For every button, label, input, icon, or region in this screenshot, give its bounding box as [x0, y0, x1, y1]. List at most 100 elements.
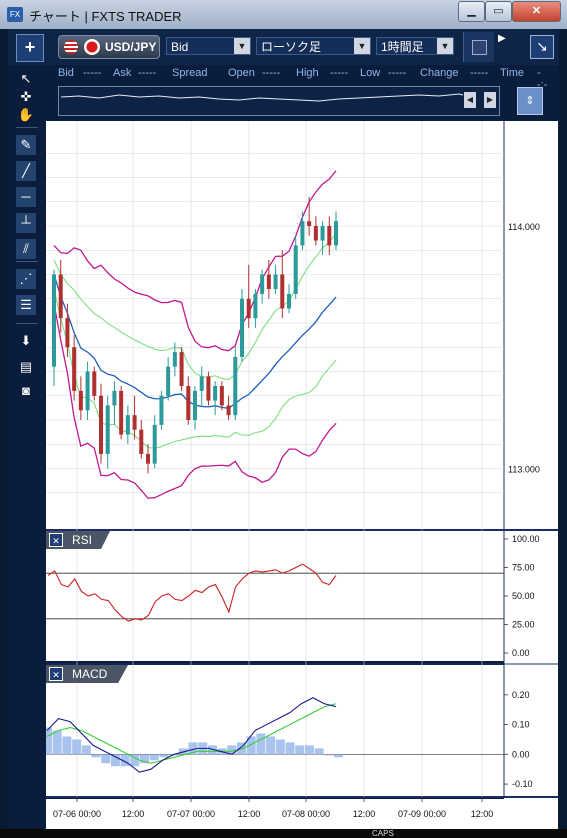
candle-body	[334, 221, 338, 246]
maximize-button[interactable]: ▭	[485, 1, 512, 22]
timeframe-value: 1時間足	[381, 40, 424, 54]
xaxis-bg	[46, 799, 504, 829]
macd-histogram-bar	[246, 736, 256, 755]
chart-type-select[interactable]: ローソク足 ▼	[256, 37, 371, 55]
overview-line	[60, 93, 464, 102]
macd-histogram-bar	[275, 739, 285, 755]
yaxis-bg	[504, 121, 558, 829]
pointer-icon[interactable]: ↖	[20, 71, 32, 86]
rsi-pane-bg	[46, 531, 504, 661]
macd-histogram-bar	[43, 727, 52, 755]
macd-histogram-bar	[178, 748, 188, 755]
window-title: チャート | FXTS TRADER	[29, 9, 182, 24]
candle-body	[72, 347, 77, 391]
macd-histogram-bar	[81, 745, 91, 755]
macd-histogram-bar	[159, 754, 169, 758]
fan-icon[interactable]: ⋰	[16, 269, 36, 289]
expand-button[interactable]: ↘	[530, 35, 554, 59]
candle-body	[280, 274, 285, 309]
candle-body	[152, 424, 157, 464]
horizontal-line-icon[interactable]: ─	[16, 187, 36, 207]
macd-pane-bg	[46, 665, 504, 797]
candle-body	[172, 352, 177, 367]
rsi-line	[47, 563, 337, 622]
close-button[interactable]: ✕	[512, 1, 561, 22]
x-tick-label: 12:00	[353, 809, 376, 819]
candle-body	[92, 371, 97, 396]
macd-tick-label: 0.20	[512, 690, 530, 700]
candle-body	[266, 274, 271, 290]
macd-histogram-bar	[149, 754, 159, 761]
candle-body	[219, 386, 224, 406]
candle-body	[119, 390, 124, 435]
channel-icon[interactable]: ⫽	[16, 239, 36, 259]
candle-body	[226, 405, 231, 416]
slider-right-button[interactable]: ▶	[484, 92, 496, 108]
rsi-close-button[interactable]: ✕	[49, 533, 63, 547]
vertical-line-icon[interactable]: ┴	[16, 213, 36, 233]
symbol-selector[interactable]: USD/JPY	[58, 35, 160, 59]
macd-histogram-bar	[91, 754, 101, 758]
fibonacci-icon[interactable]: ☰	[16, 295, 36, 315]
slider-left-button[interactable]: ◀	[464, 92, 476, 108]
overview-slider[interactable]: ◀ ▶	[58, 86, 500, 116]
download-icon[interactable]: ⬇	[20, 333, 32, 348]
bollinger-upper-2sigma	[53, 170, 337, 352]
candle-body	[320, 226, 325, 241]
chevron-down-icon: ▼	[354, 38, 370, 54]
macd-histogram-bar	[101, 754, 111, 764]
crosshair-pointer-icon[interactable]: ✜	[20, 89, 32, 104]
status-bar: CAPS	[0, 829, 567, 838]
x-tick-label: 12:00	[238, 809, 261, 819]
x-tick-label: 07-08 00:00	[282, 809, 330, 819]
chart-area[interactable]: 113.000 114.000 100.00 75.00 50.00 25.00 0.00 0…	[43, 121, 558, 829]
toolbar-divider	[16, 323, 38, 324]
x-tick-label: 07-09 00:00	[398, 809, 446, 819]
scale-toggle-button[interactable]: ⇕	[517, 87, 543, 115]
toolbar-next-button[interactable]: ▶	[498, 33, 506, 44]
add-chart-button[interactable]: +	[16, 34, 44, 62]
quote-row: Bid ----- Ask ----- Spread Open ----- Hi…	[50, 67, 547, 103]
list-icon[interactable]: ▤	[19, 359, 33, 374]
candle-body	[193, 390, 197, 420]
macd-line	[46, 697, 337, 773]
candle-body	[186, 386, 191, 420]
macd-close-button[interactable]: ✕	[49, 667, 63, 681]
candle-body	[307, 221, 312, 226]
main-pane-bg	[46, 121, 504, 529]
macd-histogram-bar	[256, 733, 266, 755]
x-tick-label: 12:00	[471, 809, 494, 819]
minimize-button[interactable]: ▁	[458, 1, 485, 22]
camera-icon[interactable]: ◙	[22, 383, 30, 398]
rsi-tick-label: 75.00	[512, 563, 535, 573]
ask-label: Ask	[113, 67, 132, 79]
toolbar-divider	[16, 127, 38, 128]
timeframe-select[interactable]: 1時間足 ▼	[376, 37, 454, 55]
macd-histogram-bar	[334, 754, 343, 758]
candle-body	[99, 395, 103, 454]
chart-svg: 113.000 114.000 100.00 75.00 50.00 25.00 0.00 0…	[43, 121, 558, 829]
candle-body	[166, 366, 171, 396]
macd-histogram-bar	[207, 745, 217, 755]
price-tick-label: 113.000	[508, 465, 540, 475]
macd-histogram-bar	[324, 754, 334, 756]
hand-icon[interactable]: ✋	[17, 107, 35, 122]
title-bar: FX チャート | FXTS TRADER ▁ ▭ ✕	[0, 0, 567, 29]
candle-body	[313, 226, 318, 241]
macd-tick-label: 0.00	[512, 749, 530, 759]
pin-icon[interactable]: ✎	[16, 135, 36, 155]
candle-body	[287, 293, 291, 309]
trendline-icon[interactable]: ╱	[16, 161, 36, 181]
price-type-select[interactable]: Bid ▼	[166, 37, 251, 55]
candle-body	[260, 274, 265, 294]
macd-histogram-bar	[227, 745, 237, 755]
macd-tick-label: -0.10	[512, 779, 533, 789]
jp-flag-icon	[84, 39, 100, 55]
square-icon	[472, 40, 487, 55]
bollinger-lower-2sigma	[53, 303, 337, 499]
rsi-tick-label: 50.00	[512, 591, 535, 601]
chart-color-button[interactable]	[463, 32, 494, 62]
macd-histogram-bar	[72, 739, 82, 755]
chart-toolbar: + USD/JPY Bid ▼ ローソク足 ▼ 1時間足 ▼ ▶ ↘	[8, 29, 559, 65]
candle-body	[146, 453, 150, 464]
